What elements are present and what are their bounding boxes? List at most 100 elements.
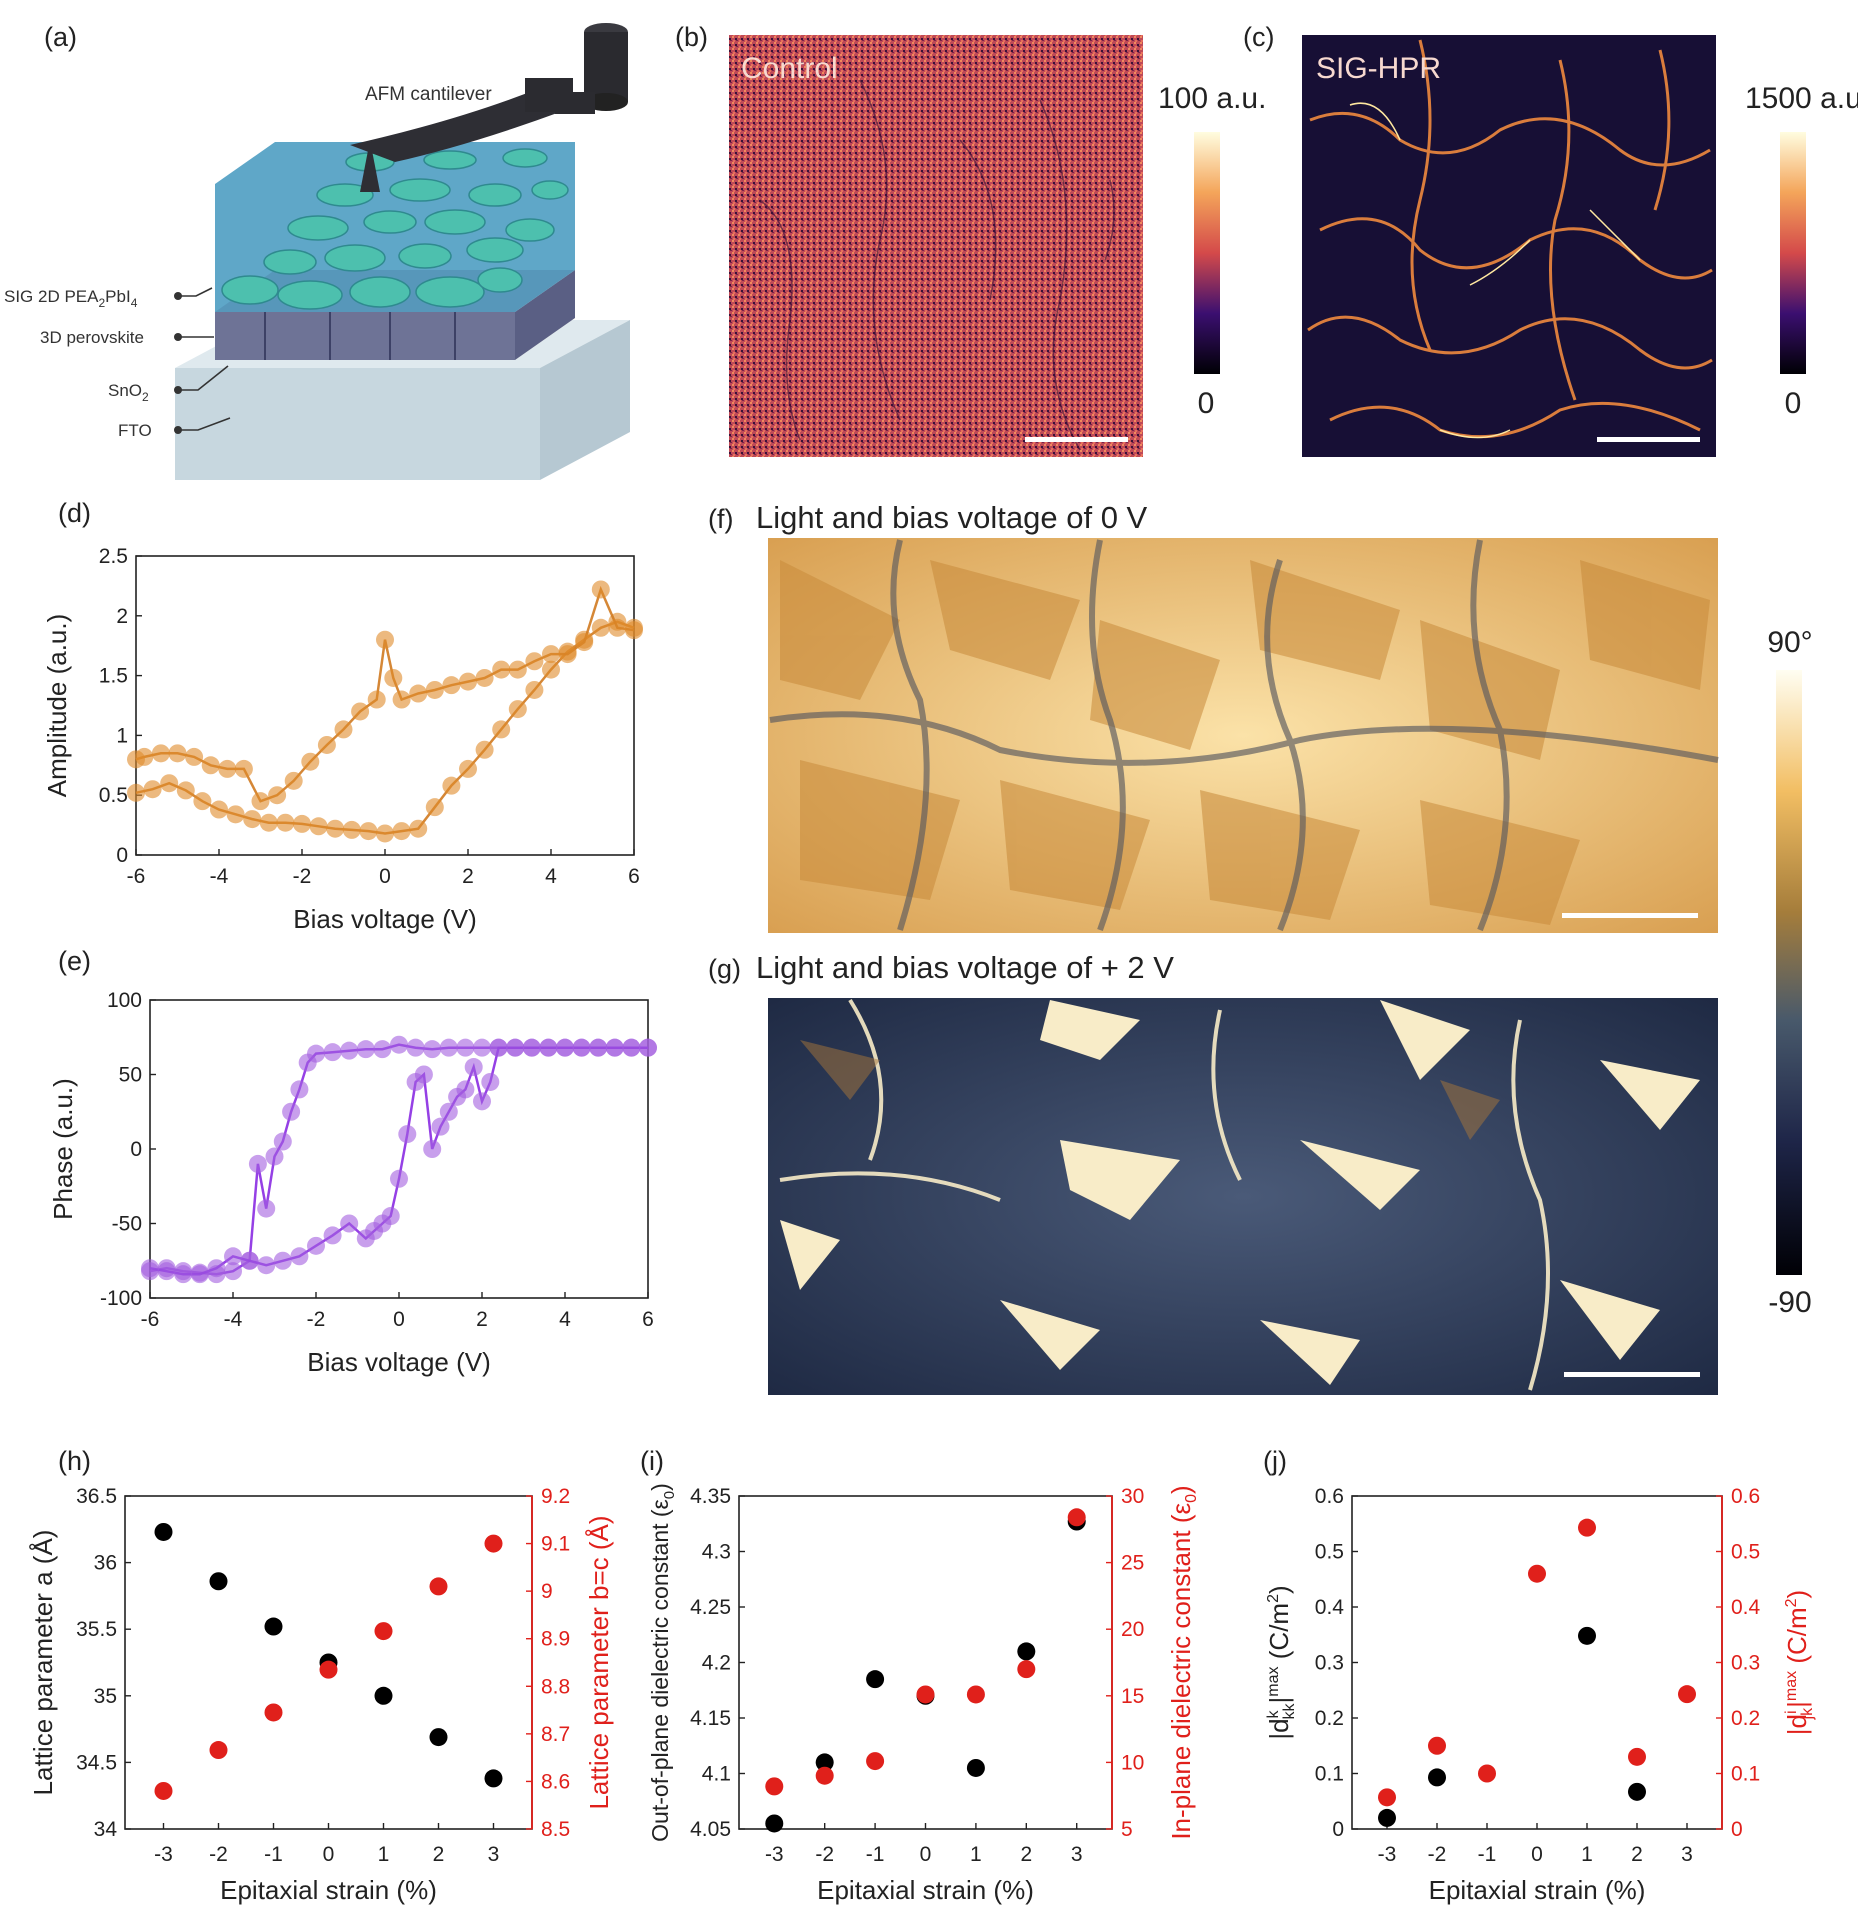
- phase-colorbar-max: 90°: [1767, 626, 1812, 659]
- panel-g-phase-map-2v: (g) Light and bias voltage of + 2 V: [708, 950, 1718, 1395]
- data-point: [210, 800, 228, 819]
- y2-tick-label: 0.1: [1731, 1763, 1760, 1786]
- data-point: [473, 1092, 491, 1111]
- phase-map-2v-boundaries: [779, 998, 1550, 1391]
- x-tick-label: -6: [127, 865, 146, 888]
- chart-d-amplitude: -6 -4 -2 0 2 4 6 0 0.5 1 1.5 2 2.5 Bias voltage (V) Am…: [42, 545, 643, 934]
- x-tick-label: 6: [628, 865, 640, 888]
- y-tick-label: 4.25: [690, 1596, 731, 1619]
- label-sig-2d: SIG 2D PEA2PbI4: [4, 287, 138, 310]
- y-axis-label: |dkkk|max (C/m2): [1264, 1585, 1298, 1739]
- x-tick-label: -1: [866, 1843, 885, 1866]
- cantilever-arm-icon: [350, 88, 560, 162]
- data-point: [251, 792, 270, 811]
- data-point: [508, 700, 527, 719]
- y-tick-label: -100: [100, 1287, 142, 1310]
- red-data-point: [1067, 1508, 1086, 1527]
- data-point: [359, 822, 378, 841]
- y2-tick-label: 9: [541, 1580, 553, 1603]
- panel-letter-i: (i): [640, 1446, 664, 1476]
- red-data-point: [1678, 1685, 1696, 1704]
- data-point: [456, 1038, 475, 1057]
- cantilever-tip: [360, 140, 380, 192]
- black-data-point: [1017, 1642, 1036, 1661]
- panel-letter-c: (c): [1243, 22, 1274, 52]
- data-point: [259, 813, 278, 832]
- data-point: [525, 652, 544, 671]
- data-point: [309, 817, 328, 836]
- data-point: [522, 1038, 541, 1057]
- data-point: [248, 1154, 267, 1173]
- colorbar-b-min: 0: [1198, 387, 1215, 420]
- y2-tick-label: 9.1: [541, 1533, 570, 1556]
- black-data-point: [484, 1769, 503, 1788]
- x-tick-label: 2: [433, 1843, 445, 1866]
- black-data-point: [1628, 1782, 1646, 1801]
- data-point: [307, 1044, 325, 1063]
- data-point: [234, 759, 253, 778]
- red-data-point: [1017, 1660, 1036, 1679]
- data-point: [431, 1117, 450, 1136]
- data-point: [439, 1102, 458, 1121]
- phase-colorbar: 90° -90: [1767, 626, 1812, 1319]
- y-axis-label: Out-of-plane dielectric constant (ε0): [647, 1483, 678, 1842]
- y-tick-label: 0.3: [1315, 1652, 1344, 1675]
- y-tick-label: 0.1: [1315, 1763, 1344, 1786]
- x-tick-label: 2: [462, 865, 474, 888]
- red-data-point: [484, 1534, 503, 1553]
- red-data-point: [966, 1685, 985, 1704]
- fto-front-face: [175, 368, 540, 480]
- y-tick-label: 35: [94, 1685, 117, 1708]
- data-point: [591, 618, 610, 637]
- data-point: [157, 1262, 176, 1281]
- y-tick-label: 1.5: [99, 665, 128, 688]
- colorbar-c-max: 1500 a.u.: [1745, 82, 1858, 115]
- data-point: [542, 660, 560, 679]
- red-data-point: [264, 1703, 283, 1722]
- y2-tick-label: 8.6: [541, 1770, 570, 1793]
- y2-tick-label: 0.5: [1731, 1541, 1760, 1564]
- sighpr-map-boundaries: [1307, 39, 1713, 439]
- data-point: [340, 1041, 359, 1060]
- data-point: [475, 740, 494, 759]
- panel-f-title: Light and bias voltage of 0 V: [756, 500, 1148, 535]
- data-point: [207, 1259, 226, 1278]
- data-point: [201, 756, 220, 775]
- data-point: [481, 1072, 500, 1091]
- data-point: [406, 1072, 425, 1091]
- black-data-point: [1428, 1768, 1446, 1787]
- panel-b-control-map: (b) Control 100 a.u. 0: [675, 22, 1266, 457]
- x-tick-label: 3: [1071, 1843, 1083, 1866]
- y2-tick-label: 0: [1731, 1818, 1743, 1841]
- label-afm-cantilever: AFM cantilever: [365, 84, 492, 105]
- x-tick-label: -2: [815, 1843, 834, 1866]
- x-axis-label: Epitaxial strain (%): [220, 1875, 437, 1905]
- y2-axis-label: |dijk|max (C/m2): [1782, 1590, 1816, 1735]
- perovskite-grain-lines: [264, 312, 456, 360]
- y-tick-label: 0: [116, 844, 128, 867]
- y-tick-label: 36: [94, 1552, 117, 1575]
- x-axis-label: Bias voltage (V): [307, 1347, 491, 1377]
- x-tick-label: -3: [765, 1843, 784, 1866]
- data-point: [492, 720, 511, 739]
- data-point: [240, 1251, 259, 1270]
- y-axis-label: Lattice parameter a (Å): [28, 1530, 58, 1796]
- black-data-point: [374, 1686, 393, 1705]
- data-point: [367, 690, 386, 709]
- data-point: [168, 744, 187, 763]
- data-point: [141, 1259, 159, 1278]
- red-data-point: [1628, 1747, 1646, 1766]
- data-point: [127, 750, 145, 769]
- data-point: [475, 668, 494, 687]
- data-point: [373, 1040, 392, 1059]
- sighpr-map-image: [1302, 35, 1716, 457]
- data-point: [176, 781, 195, 800]
- panel-c-sighpr-map: (c) SIG-HPR 1500 a.u. 0: [1243, 22, 1858, 457]
- x-tick-label: 3: [488, 1843, 500, 1866]
- y-axis-label: Amplitude (a.u.): [42, 614, 72, 798]
- data-point: [442, 676, 461, 695]
- phase-map-0v-boundaries: [769, 539, 1719, 932]
- data-point: [605, 1038, 624, 1057]
- data-point: [525, 680, 544, 699]
